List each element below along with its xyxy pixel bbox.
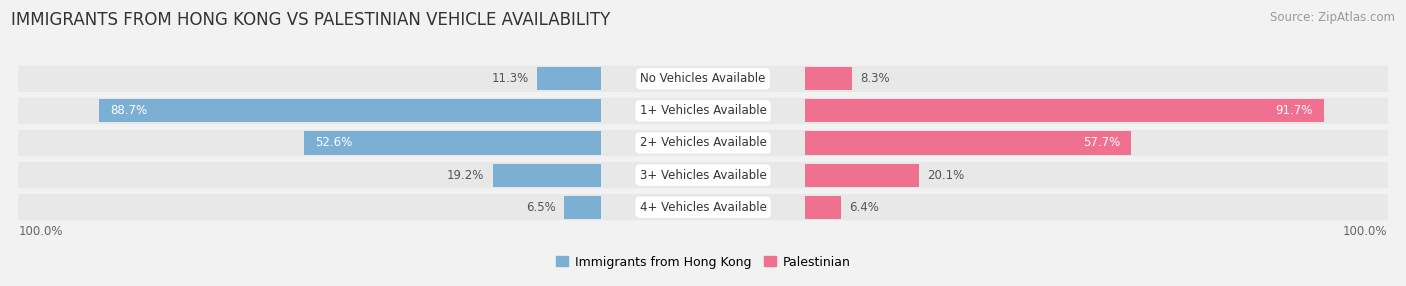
Text: 91.7%: 91.7% [1275,104,1312,117]
Text: 11.3%: 11.3% [492,72,529,85]
Text: 19.2%: 19.2% [447,169,484,182]
Bar [804,67,852,90]
Bar [804,132,1132,154]
Text: Source: ZipAtlas.com: Source: ZipAtlas.com [1270,11,1395,24]
Text: 100.0%: 100.0% [18,225,63,238]
Bar [304,132,602,154]
Bar [804,164,918,187]
Text: 88.7%: 88.7% [111,104,148,117]
Text: 6.4%: 6.4% [849,201,879,214]
Text: 100.0%: 100.0% [1343,225,1388,238]
Text: No Vehicles Available: No Vehicles Available [640,72,766,85]
Text: 4+ Vehicles Available: 4+ Vehicles Available [640,201,766,214]
FancyBboxPatch shape [18,194,1388,221]
Bar [804,99,1323,122]
Text: 57.7%: 57.7% [1083,136,1121,150]
FancyBboxPatch shape [18,162,1388,188]
Bar [100,99,602,122]
Legend: Immigrants from Hong Kong, Palestinian: Immigrants from Hong Kong, Palestinian [555,255,851,269]
FancyBboxPatch shape [18,130,1388,156]
Bar [537,67,602,90]
Text: 2+ Vehicles Available: 2+ Vehicles Available [640,136,766,150]
Text: 52.6%: 52.6% [315,136,352,150]
Text: 6.5%: 6.5% [526,201,555,214]
FancyBboxPatch shape [18,65,1388,92]
Text: 3+ Vehicles Available: 3+ Vehicles Available [640,169,766,182]
Bar [492,164,602,187]
Text: 1+ Vehicles Available: 1+ Vehicles Available [640,104,766,117]
Bar [804,196,841,219]
Text: IMMIGRANTS FROM HONG KONG VS PALESTINIAN VEHICLE AVAILABILITY: IMMIGRANTS FROM HONG KONG VS PALESTINIAN… [11,11,610,29]
FancyBboxPatch shape [18,98,1388,124]
Bar [564,196,602,219]
Text: 20.1%: 20.1% [927,169,965,182]
Text: 8.3%: 8.3% [860,72,890,85]
